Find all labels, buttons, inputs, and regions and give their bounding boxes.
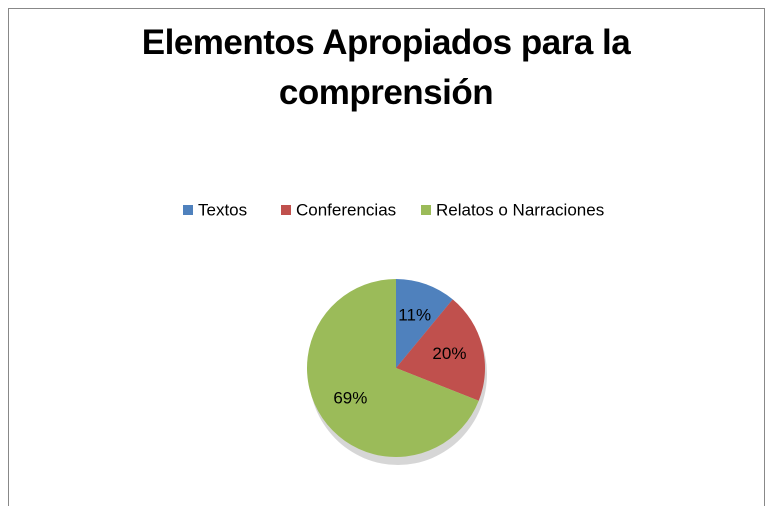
data-label: 69% [333, 389, 367, 408]
legend-label: Textos [198, 200, 247, 219]
pie-slice [396, 279, 453, 368]
legend-swatch [421, 205, 431, 215]
pie-slice [396, 299, 486, 401]
data-label: 11% [398, 306, 431, 325]
legend-label: Relatos o Narraciones [436, 200, 604, 219]
legend-label: Conferencias [296, 200, 396, 219]
chart-frame [8, 8, 765, 506]
chart-title: Elementos Apropiados para la comprensión [141, 23, 631, 112]
legend-swatch [183, 205, 193, 215]
legend-swatch [281, 205, 291, 215]
pie-slice [307, 279, 479, 457]
data-label: 20% [432, 344, 466, 363]
